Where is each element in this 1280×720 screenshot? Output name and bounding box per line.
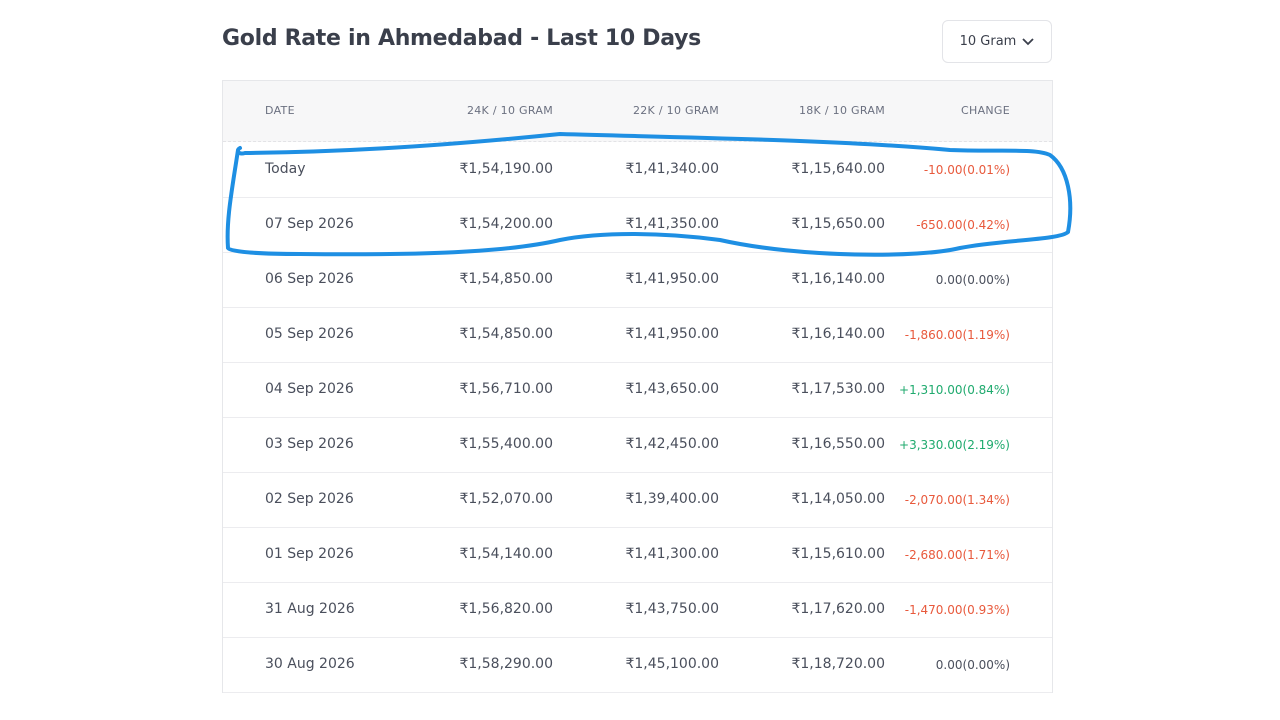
unit-dropdown[interactable]: 10 Gram [942, 20, 1052, 63]
table-row: 31 Aug 2026 ₹1,56,820.00 ₹1,43,750.00 ₹1,17… [223, 582, 1052, 638]
price-cell: ₹1,17,620.00 [791, 601, 885, 617]
column-header: 22K / 10 GRAM [632, 104, 719, 117]
column-header: 18K / 10 GRAM [798, 104, 885, 117]
price-cell: ₹1,56,820.00 [459, 601, 553, 617]
table-row: 30 Aug 2026 ₹1,58,290.00 ₹1,45,100.00 ₹1,18… [223, 637, 1052, 693]
price-cell: ₹1,54,140.00 [459, 546, 553, 562]
rate-table: DATE 24K / 10 GRAM 22K / 10 GRAM 18K / 10 G… [222, 80, 1053, 693]
change-cell: +1,310.00(0.84%) [899, 383, 1010, 397]
price-cell: ₹1,43,750.00 [625, 601, 719, 617]
date-cell: 06 Sep 2026 [265, 271, 354, 287]
date-cell: Today [265, 161, 306, 177]
price-cell: ₹1,41,950.00 [625, 326, 719, 342]
column-header: DATE [265, 104, 295, 117]
change-cell: +3,330.00(2.19%) [899, 438, 1010, 452]
table-row: 05 Sep 2026 ₹1,54,850.00 ₹1,41,950.00 ₹1,16… [223, 307, 1052, 363]
table-row: 07 Sep 2026 ₹1,54,200.00 ₹1,41,350.00 ₹1,15… [223, 197, 1052, 253]
price-cell: ₹1,16,550.00 [791, 436, 885, 452]
date-cell: 02 Sep 2026 [265, 491, 354, 507]
price-cell: ₹1,15,650.00 [791, 216, 885, 232]
table-row: Today ₹1,54,190.00 ₹1,41,340.00 ₹1,15,640.0… [223, 142, 1052, 198]
price-cell: ₹1,17,530.00 [791, 381, 885, 397]
price-cell: ₹1,18,720.00 [791, 656, 885, 672]
price-cell: ₹1,15,610.00 [791, 546, 885, 562]
price-cell: ₹1,41,950.00 [625, 271, 719, 287]
change-cell: 0.00(0.00%) [935, 658, 1010, 672]
date-cell: 30 Aug 2026 [265, 656, 355, 672]
dropdown-label: 10 Gram [959, 34, 1017, 49]
change-cell: -2,070.00(1.34%) [904, 493, 1010, 507]
price-cell: ₹1,52,070.00 [459, 491, 553, 507]
change-cell: -2,680.00(1.71%) [904, 548, 1010, 562]
price-cell: ₹1,16,140.00 [791, 326, 885, 342]
price-cell: ₹1,15,640.00 [791, 161, 885, 177]
date-cell: 07 Sep 2026 [265, 216, 354, 232]
change-cell: -650.00(0.42%) [916, 218, 1010, 232]
date-cell: 31 Aug 2026 [265, 601, 355, 617]
date-cell: 03 Sep 2026 [265, 436, 354, 452]
price-cell: ₹1,54,190.00 [459, 161, 553, 177]
table-row: 02 Sep 2026 ₹1,52,070.00 ₹1,39,400.00 ₹1,14… [223, 472, 1052, 528]
change-cell: -1,860.00(1.19%) [904, 328, 1010, 342]
price-cell: ₹1,58,290.00 [459, 656, 553, 672]
price-cell: ₹1,41,340.00 [625, 161, 719, 177]
price-cell: ₹1,43,650.00 [625, 381, 719, 397]
change-cell: -1,470.00(0.93%) [904, 603, 1010, 617]
title: Gold Rate in Ahmedabad - Last 10 Days [222, 26, 701, 51]
chevron [1022, 37, 1034, 45]
price-cell: ₹1,54,850.00 [459, 326, 553, 342]
table-row: 03 Sep 2026 ₹1,55,400.00 ₹1,42,450.00 ₹1,16… [223, 417, 1052, 473]
price-cell: ₹1,55,400.00 [459, 436, 553, 452]
price-cell: ₹1,42,450.00 [625, 436, 719, 452]
table-row: 01 Sep 2026 ₹1,54,140.00 ₹1,41,300.00 ₹1,15… [223, 527, 1052, 583]
price-cell: ₹1,56,710.00 [459, 381, 553, 397]
price-cell: ₹1,45,100.00 [625, 656, 719, 672]
change-cell: 0.00(0.00%) [935, 273, 1010, 287]
price-cell: ₹1,16,140.00 [791, 271, 885, 287]
price-cell: ₹1,14,050.00 [791, 491, 885, 507]
date-cell: 01 Sep 2026 [265, 546, 354, 562]
column-header: 24K / 10 GRAM [466, 104, 553, 117]
date-cell: 04 Sep 2026 [265, 381, 354, 397]
date-cell: 05 Sep 2026 [265, 326, 354, 342]
table-row: 04 Sep 2026 ₹1,56,710.00 ₹1,43,650.00 ₹1,17… [223, 362, 1052, 418]
price-cell: ₹1,41,350.00 [625, 216, 719, 232]
column-header: CHANGE [961, 104, 1010, 117]
change-cell: -10.00(0.01%) [923, 163, 1010, 177]
price-cell: ₹1,39,400.00 [625, 491, 719, 507]
price-cell: ₹1,54,850.00 [459, 271, 553, 287]
table-row: 06 Sep 2026 ₹1,54,850.00 ₹1,41,950.00 ₹1,16… [223, 252, 1052, 308]
table-header: DATE 24K / 10 GRAM 22K / 10 GRAM 18K / 10 G… [223, 81, 1052, 142]
price-cell: ₹1,54,200.00 [459, 216, 553, 232]
price-cell: ₹1,41,300.00 [625, 546, 719, 562]
